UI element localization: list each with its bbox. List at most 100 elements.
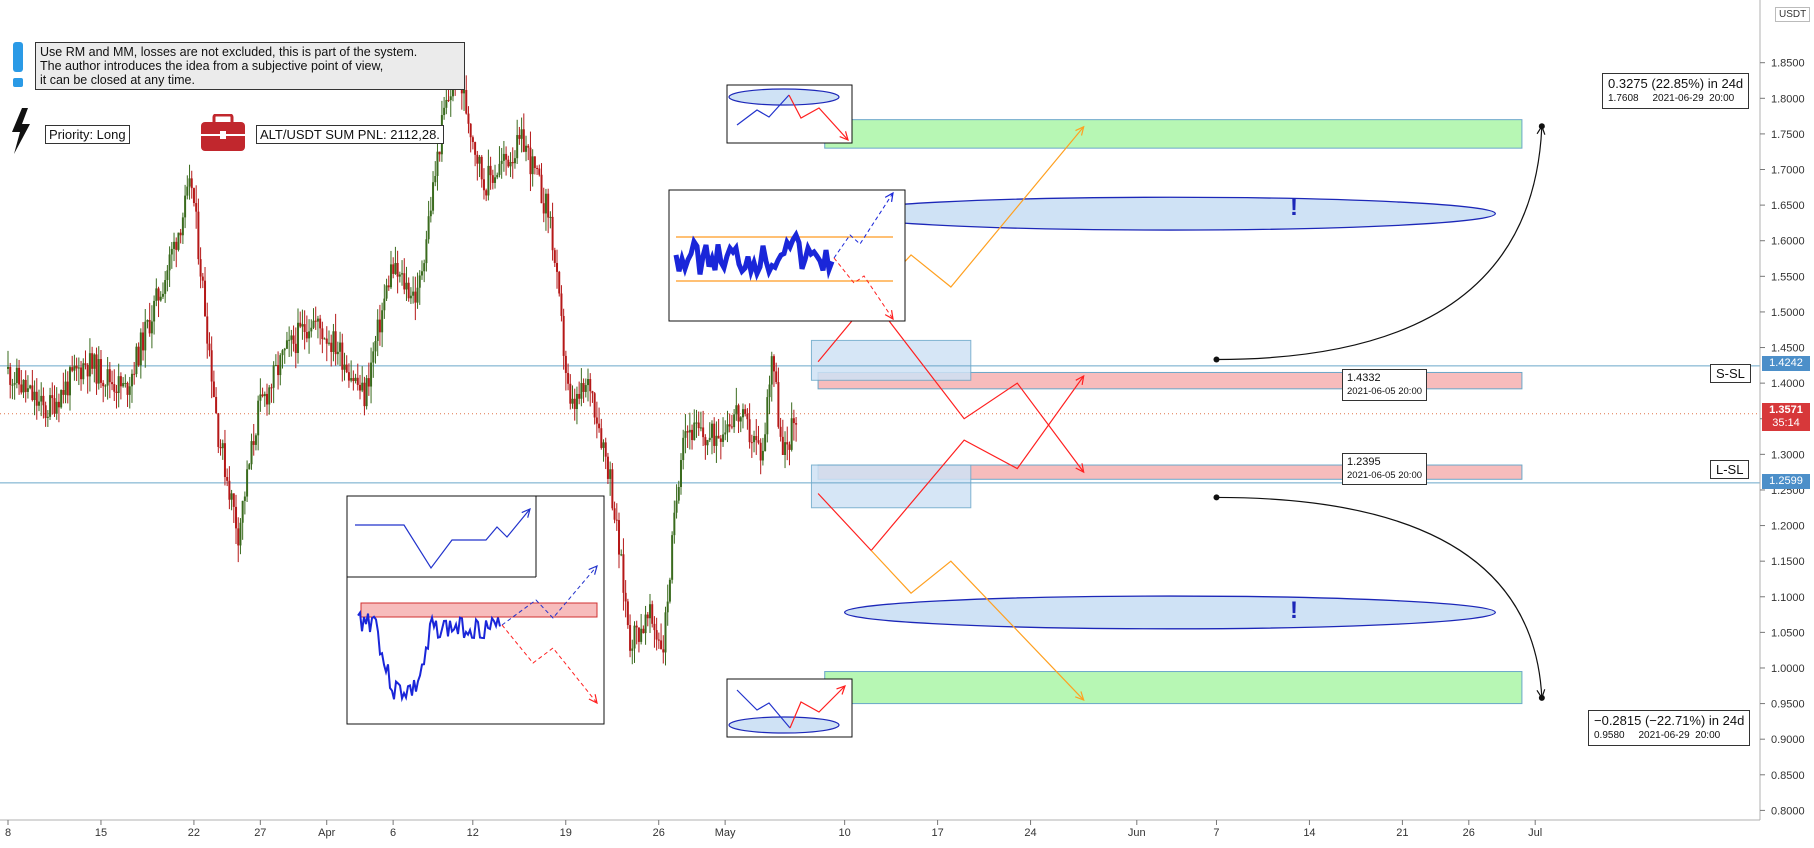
time-tick-label: Jun (1128, 827, 1146, 839)
candle-body (626, 601, 629, 626)
target-ellipse-upper (843, 196, 1497, 231)
candle-body (126, 382, 129, 395)
candle-body (290, 335, 293, 340)
candle-body (20, 384, 23, 393)
candle-body (644, 614, 647, 634)
measure-arrow-0 (1536, 124, 1546, 135)
price-tick-label: 1.6500 (1771, 200, 1805, 212)
ssl-price-tag: 1.4242 (1762, 356, 1810, 371)
candle-body (671, 535, 674, 580)
candle-body (208, 343, 211, 351)
candle-body (197, 211, 200, 260)
measure-down-change: −0.2815 (−22.71%) in 24d (1594, 713, 1745, 728)
candle-body (223, 443, 226, 477)
candle-body (37, 401, 40, 406)
ssl-label[interactable]: S-SL (1710, 364, 1751, 383)
candle-body (414, 291, 417, 303)
candle-body (704, 437, 707, 446)
inset-range-down-arrow (884, 310, 894, 321)
candle-body (713, 423, 716, 446)
candle-body (316, 318, 319, 322)
candle-body (708, 437, 711, 441)
candle-body (443, 107, 446, 116)
candle-body (261, 394, 264, 397)
candle-body (281, 350, 284, 356)
candle-body (715, 435, 718, 446)
candle-body (235, 506, 238, 529)
candle-body (347, 372, 350, 381)
candle-body (144, 321, 147, 351)
candle-body (660, 640, 663, 650)
pnl-label[interactable]: ALT/USDT SUM PNL: 2112,28. (256, 125, 444, 144)
candle-body (215, 396, 218, 414)
candle-body (372, 351, 375, 363)
candle-body (629, 625, 632, 651)
anchor-up-label[interactable]: 1.4332 2021-06-05 20:00 (1342, 369, 1428, 401)
currency-label[interactable]: USDT (1775, 7, 1811, 22)
price-tick-label: 1.8500 (1771, 58, 1805, 70)
candle-body (7, 367, 9, 369)
inset-top-blue (736, 94, 790, 126)
candle-body (635, 625, 638, 628)
candle-body (184, 195, 187, 218)
candle-body (396, 262, 399, 277)
candle-body (272, 365, 275, 388)
candle-body (201, 276, 204, 281)
zone-target-long (824, 119, 1523, 149)
candle-body (744, 409, 747, 414)
candle-body (542, 203, 545, 214)
candle-body (71, 367, 74, 371)
candle-body (361, 382, 364, 391)
price-tick-label: 1.4500 (1771, 343, 1805, 355)
candle-body (192, 188, 195, 204)
time-tick-label: 14 (1303, 827, 1315, 839)
candle-body (29, 385, 32, 389)
candle-body (128, 386, 131, 395)
candle-body (436, 151, 439, 177)
candle-body (389, 264, 392, 288)
candle-body (582, 383, 585, 392)
candle-body (166, 270, 169, 281)
candle-body (60, 390, 63, 408)
candle-body (345, 364, 348, 373)
disclaimer-note[interactable]: Use RM and MM, losses are not excluded, … (35, 42, 465, 90)
candle-body (283, 348, 286, 351)
candle-body (130, 373, 133, 387)
candle-body (321, 328, 324, 339)
lsl-label[interactable]: L-SL (1710, 460, 1750, 479)
candle-body (476, 154, 479, 164)
lsl-price-tag: 1.2599 (1762, 474, 1810, 489)
candle-body (730, 426, 733, 428)
candle-body (695, 422, 698, 424)
candle-body (651, 604, 654, 624)
candle-body (164, 280, 167, 294)
candle-body (533, 156, 536, 168)
ellipse-lower-mark: ! (1290, 597, 1298, 624)
time-tick-label: 12 (467, 827, 479, 839)
levels-layer (0, 365, 1760, 484)
candle-body (137, 346, 140, 366)
priority-label[interactable]: Priority: Long (45, 125, 130, 144)
anchor-down-label[interactable]: 1.2395 2021-06-05 20:00 (1342, 453, 1428, 485)
candle-body (91, 353, 94, 369)
candle-body (385, 285, 388, 299)
candle-body (146, 319, 149, 322)
measure-down-label[interactable]: −0.2815 (−22.71%) in 24d 0.9580 2021-06-… (1588, 710, 1751, 746)
inset-left-up-arrow (588, 564, 598, 575)
candle-body (562, 315, 565, 356)
candle-body (777, 382, 780, 427)
candle-body (642, 628, 645, 634)
candle-body (584, 385, 587, 392)
candle-body (177, 232, 180, 250)
candle-body (772, 356, 775, 372)
ellipse-upper-mark: ! (1290, 194, 1298, 221)
candle-body (768, 384, 771, 398)
candle-body (465, 89, 468, 114)
time-tick-label: 22 (188, 827, 200, 839)
scenario-path-3 (870, 550, 1085, 701)
price-tick-label: 1.1000 (1771, 592, 1805, 604)
candle-body (784, 442, 787, 455)
candle-body (153, 300, 156, 322)
measure-up-label[interactable]: 0.3275 (22.85%) in 24d 1.7608 2021-06-29… (1602, 73, 1750, 109)
